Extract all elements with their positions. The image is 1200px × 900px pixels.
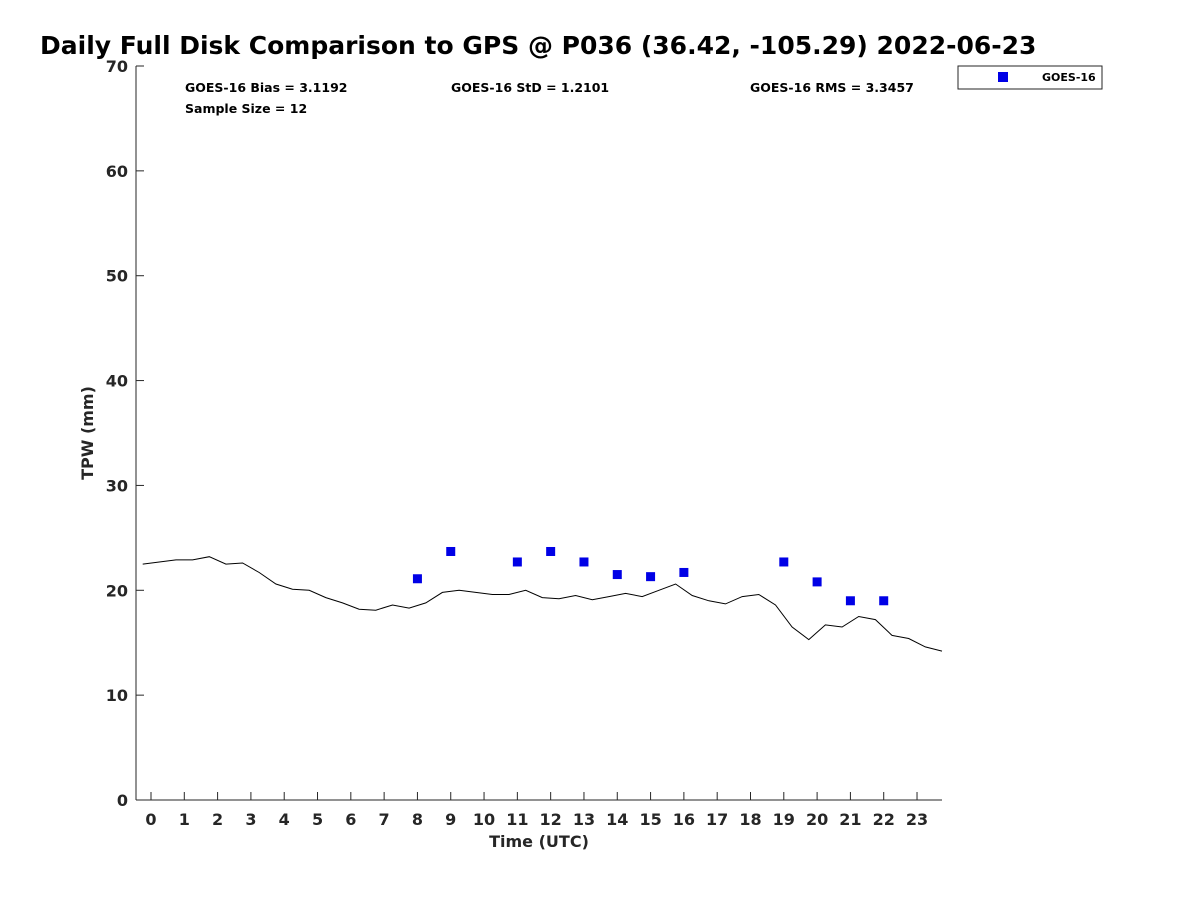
y-tick-label: 40 (106, 372, 128, 391)
x-tick-label: 19 (773, 810, 795, 829)
y-tick-label: 50 (106, 267, 128, 286)
x-tick-label: 9 (445, 810, 456, 829)
y-tick-label: 10 (106, 686, 128, 705)
x-tick-label: 4 (279, 810, 290, 829)
y-tick-label: 60 (106, 162, 128, 181)
goes16-point (812, 577, 822, 587)
statistics-block: GOES-16 Bias = 3.1192 GOES-16 StD = 1.21… (185, 80, 914, 116)
x-tick-label: 16 (673, 810, 695, 829)
goes16-point (579, 557, 589, 567)
y-axis-label: TPW (mm) (78, 386, 97, 480)
std-stat: GOES-16 StD = 1.2101 (451, 80, 609, 95)
x-tick-label: 8 (412, 810, 423, 829)
sample-size-stat: Sample Size = 12 (185, 101, 307, 116)
goes16-point (646, 572, 656, 582)
goes16-point (679, 567, 689, 577)
x-tick-label: 2 (212, 810, 223, 829)
x-tick-label: 13 (573, 810, 595, 829)
y-ticks: 0 10 20 30 40 50 60 70 (106, 57, 144, 810)
x-ticks: 0 1 2 3 4 5 6 7 8 9 10 11 12 13 14 15 16 17 18 19 20 21 22 23 (145, 792, 928, 829)
axes (135, 66, 942, 801)
x-tick-label: 15 (639, 810, 661, 829)
x-axis-label: Time (UTC) (489, 832, 589, 851)
legend-box (957, 65, 1103, 90)
legend-marker-goes16 (998, 72, 1008, 82)
y-tick-label: 70 (106, 57, 128, 76)
gps-line (142, 556, 943, 652)
x-tick-label: 3 (245, 810, 256, 829)
legend: GOES-16 (957, 65, 1103, 90)
y-tick-label: 20 (106, 581, 128, 600)
x-tick-label: 10 (473, 810, 495, 829)
gps-series (142, 556, 943, 652)
x-tick-label: 5 (312, 810, 323, 829)
goes16-point (546, 546, 556, 556)
goes16-point (512, 557, 522, 567)
x-tick-label: 20 (806, 810, 828, 829)
x-tick-label: 1 (179, 810, 190, 829)
bias-stat: GOES-16 Bias = 3.1192 (185, 80, 347, 95)
x-tick-label: 11 (506, 810, 528, 829)
goes16-point (412, 574, 422, 584)
goes16-point (845, 596, 855, 606)
x-tick-label: 6 (345, 810, 356, 829)
x-tick-label: 14 (606, 810, 628, 829)
x-tick-label: 7 (379, 810, 390, 829)
x-tick-label: 22 (873, 810, 895, 829)
goes16-point (446, 546, 456, 556)
y-tick-label: 0 (117, 791, 128, 810)
goes16-point (779, 557, 789, 567)
goes16-point (879, 596, 889, 606)
x-tick-label: 17 (706, 810, 728, 829)
x-tick-label: 23 (906, 810, 928, 829)
y-tick-label: 30 (106, 476, 128, 495)
legend-label-goes16: GOES-16 (1042, 71, 1096, 84)
goes16-series (412, 546, 889, 606)
rms-stat: GOES-16 RMS = 3.3457 (750, 80, 914, 95)
x-tick-label: 12 (540, 810, 562, 829)
chart-title: Daily Full Disk Comparison to GPS @ P036… (40, 31, 1036, 60)
x-tick-label: 0 (145, 810, 156, 829)
goes16-point (612, 570, 622, 580)
x-tick-label: 18 (739, 810, 761, 829)
x-tick-label: 21 (839, 810, 861, 829)
